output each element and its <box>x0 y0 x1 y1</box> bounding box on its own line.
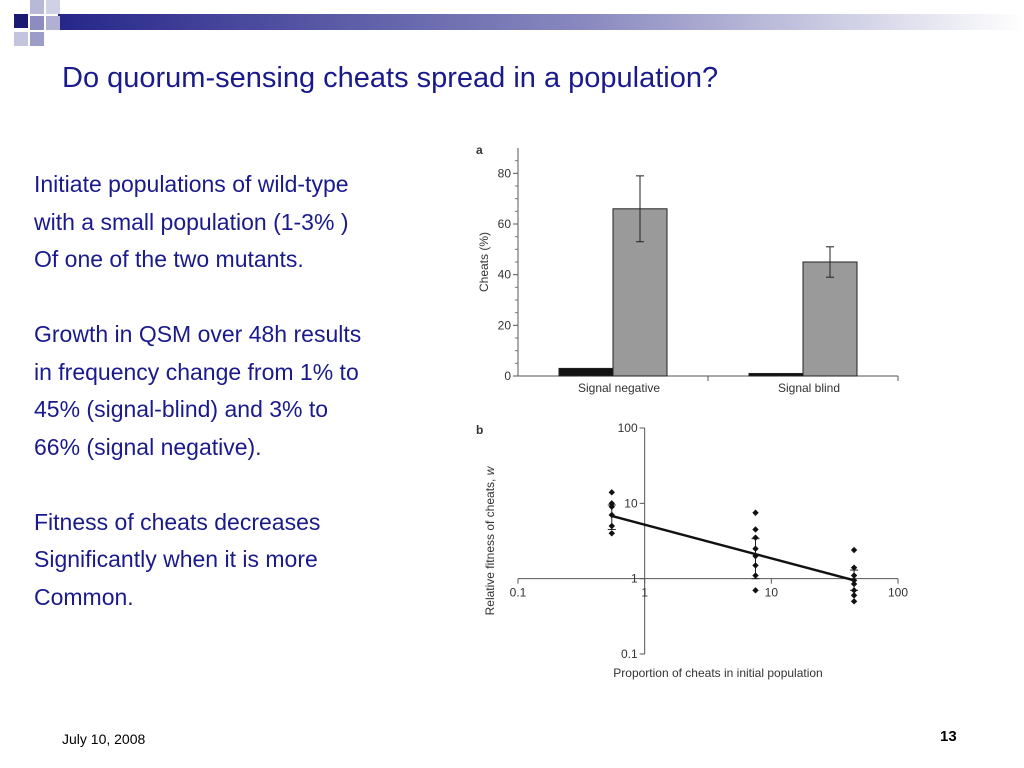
body-line: in frequency change from 1% to <box>34 358 359 385</box>
deco-square-6 <box>14 32 28 46</box>
data-point <box>850 587 858 594</box>
y-axis-label: Cheats (%) <box>477 232 491 292</box>
x-axis-label: Proportion of cheats in initial populati… <box>613 666 822 680</box>
deco-square-7 <box>30 32 44 46</box>
body-line: 66% (signal negative). <box>34 433 262 460</box>
scatter-chart-panel-b: b 0.1 1 10 100 0.1 1 10 100 Proportion of cheats … <box>476 421 908 680</box>
deco-square-1 <box>14 14 28 28</box>
body-line: Common. <box>34 583 134 610</box>
body-line: Initiate populations of wild-type <box>34 171 349 197</box>
y-axis-label: Relative fitness of cheats, w <box>483 465 497 615</box>
slide-title: Do quorum-sensing cheats spread in a pop… <box>62 62 719 94</box>
data-point <box>752 526 759 533</box>
deco-square-3 <box>46 0 60 14</box>
x-tick-label: 1 <box>641 586 648 600</box>
body-line: Of one of the two mutants. <box>34 246 304 272</box>
data-point <box>850 592 858 599</box>
figure: a 0 20 40 60 80 Cheats (%) Signal negative Signa… <box>468 136 928 696</box>
data-point <box>752 562 759 569</box>
bar <box>748 372 804 377</box>
data-point <box>850 580 858 588</box>
header-gradient-bar <box>58 14 1024 30</box>
y-tick-label: 80 <box>498 166 512 180</box>
slide-number: 13 <box>940 728 957 745</box>
deco-square-5 <box>46 16 60 30</box>
y-tick-label: 60 <box>498 217 512 231</box>
bar <box>802 261 858 377</box>
y-axis-label-main: Relative fitness of cheats, <box>483 475 497 615</box>
y-tick-label: 0.1 <box>621 647 638 661</box>
y-axis-label-variable: w <box>483 465 497 475</box>
bar <box>612 208 668 377</box>
data-point <box>752 572 759 579</box>
body-line: Significantly when it is more <box>34 546 318 572</box>
bar <box>558 367 614 377</box>
y-tick-label: 0 <box>504 369 511 383</box>
panel-label-b: b <box>476 423 483 437</box>
data-point <box>752 509 759 516</box>
y-tick-label: 1 <box>631 572 638 586</box>
body-text: Initiate populations of wild-type with a… <box>34 166 454 616</box>
deco-square-4 <box>30 16 44 30</box>
data-point <box>752 534 759 541</box>
body-line: Fitness of cheats decreases <box>34 508 321 535</box>
figure-svg: a 0 20 40 60 80 Cheats (%) Signal negative Signa… <box>476 143 908 680</box>
y-tick-label: 20 <box>498 318 512 332</box>
data-point <box>608 530 615 537</box>
header-decoration <box>14 0 1024 46</box>
fit-line <box>611 514 855 582</box>
y-tick-label: 10 <box>624 496 638 510</box>
footer-date: July 10, 2008 <box>62 731 146 747</box>
x-tick-label: 100 <box>888 586 908 600</box>
x-category-label: Signal negative <box>578 381 660 395</box>
data-point <box>608 489 615 496</box>
y-tick-label: 100 <box>618 421 638 435</box>
x-tick-label: 0.1 <box>510 586 527 600</box>
data-point <box>608 522 615 530</box>
bar-chart-panel-a: a 0 20 40 60 80 Cheats (%) Signal negative Signa… <box>476 143 899 395</box>
body-line: Growth in QSM over 48h results <box>34 321 362 347</box>
y-tick-label: 40 <box>498 268 512 282</box>
body-line: with a small population (1-3% ) <box>34 208 349 235</box>
panel-label-a: a <box>476 143 483 157</box>
data-point <box>850 577 858 584</box>
data-point <box>850 598 858 605</box>
body-line: 45% (signal-blind) and 3% to <box>34 396 329 422</box>
x-tick-label: 10 <box>765 586 779 600</box>
paragraph-gap <box>34 466 454 504</box>
x-category-label: Signal blind <box>778 381 840 395</box>
data-point <box>752 587 759 594</box>
data-point <box>850 546 858 554</box>
paragraph-gap <box>34 279 454 317</box>
deco-square-2 <box>30 0 44 14</box>
data-point <box>752 545 759 552</box>
